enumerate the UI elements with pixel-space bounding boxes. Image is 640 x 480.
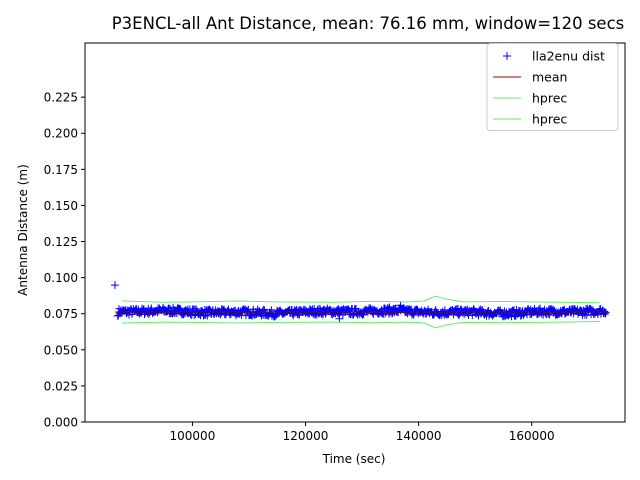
data-point bbox=[410, 311, 418, 319]
data-point-outlier bbox=[396, 301, 405, 310]
legend-entry-label: lla2enu dist bbox=[532, 49, 605, 64]
y-tick-label: 0.175 bbox=[44, 163, 78, 177]
data-point bbox=[203, 312, 211, 320]
data-point bbox=[583, 311, 591, 319]
legend-marker bbox=[503, 52, 511, 60]
data-point bbox=[125, 311, 133, 319]
legend-entry-label: mean bbox=[532, 70, 567, 85]
y-tick-label: 0.125 bbox=[44, 235, 78, 249]
y-tick-label: 0.150 bbox=[44, 199, 78, 213]
y-tick-label: 0.100 bbox=[44, 271, 78, 285]
y-axis-label: Antenna Distance (m) bbox=[16, 164, 30, 296]
chart-title: P3ENCL-all Ant Distance, mean: 76.16 mm,… bbox=[112, 14, 625, 33]
legend-box bbox=[486, 43, 619, 131]
data-point-outlier bbox=[113, 311, 122, 320]
data-point bbox=[216, 309, 224, 317]
series-lla2enu-dist bbox=[110, 281, 610, 323]
series-hprec-upper bbox=[121, 295, 600, 304]
x-tick-label: 160000 bbox=[509, 429, 555, 443]
data-point bbox=[176, 304, 184, 312]
data-point bbox=[504, 312, 512, 320]
data-point bbox=[468, 311, 476, 319]
axes-frame bbox=[84, 42, 626, 423]
x-tick-label: 120000 bbox=[283, 429, 329, 443]
data-point bbox=[147, 304, 155, 312]
y-tick-label: 0.200 bbox=[44, 127, 78, 141]
legend-entry-label: hprec bbox=[532, 91, 567, 106]
legend-entry-label: hprec bbox=[532, 112, 567, 127]
x-tick-label: 100000 bbox=[170, 429, 216, 443]
data-point-outlier bbox=[110, 281, 119, 290]
x-axis-label: Time (sec) bbox=[322, 452, 386, 466]
plot-area bbox=[84, 42, 626, 423]
y-tick-label: 0.000 bbox=[44, 416, 78, 430]
x-axis-ticks: 100000 120000 140000 160000 bbox=[170, 422, 555, 443]
data-point bbox=[166, 304, 174, 312]
y-axis-ticks: 0.000 0.025 0.050 0.075 0.100 0.125 0.150 0.175… bbox=[44, 91, 85, 430]
data-point bbox=[455, 311, 463, 319]
series-hprec-lower bbox=[121, 320, 600, 329]
data-point bbox=[244, 307, 252, 315]
data-point bbox=[545, 311, 553, 319]
y-tick-label: 0.075 bbox=[44, 307, 78, 321]
y-tick-label: 0.225 bbox=[44, 91, 78, 105]
data-point bbox=[509, 307, 517, 315]
data-point-outlier bbox=[335, 314, 344, 323]
data-point bbox=[190, 312, 198, 320]
y-tick-label: 0.050 bbox=[44, 343, 78, 357]
y-tick-label: 0.025 bbox=[44, 379, 78, 393]
data-point bbox=[550, 306, 558, 314]
data-point bbox=[378, 309, 386, 317]
data-point bbox=[295, 311, 303, 319]
legend: lla2enu dist mean hprec hprec bbox=[486, 43, 619, 131]
x-tick-label: 140000 bbox=[396, 429, 442, 443]
